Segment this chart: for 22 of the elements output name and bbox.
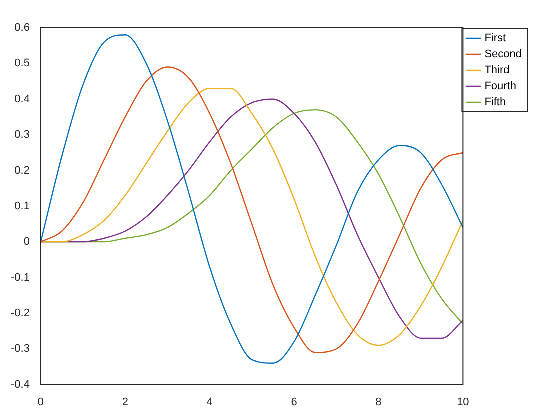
y-tick-label: 0 — [24, 236, 30, 248]
x-tick-label: 4 — [206, 396, 213, 408]
x-tick-label: 2 — [122, 396, 128, 408]
y-tick-label: -0.3 — [10, 343, 30, 356]
legend-label: Fifth — [484, 96, 506, 109]
legend-label: First — [484, 32, 506, 45]
legend-label: Third — [484, 64, 510, 77]
x-tick-label: 0 — [38, 396, 44, 408]
y-tick-label: 0.1 — [14, 200, 30, 212]
legend-label: Fourth — [484, 80, 516, 93]
x-tick-label: 6 — [291, 396, 298, 408]
legend-label: Second — [484, 48, 522, 61]
x-tick-label: 10 — [457, 396, 470, 408]
y-tick-label: -0.1 — [10, 272, 30, 284]
y-tick-label: 0.6 — [14, 22, 30, 34]
y-tick-label: 0.2 — [14, 164, 30, 177]
y-tick-label: -0.4 — [10, 378, 30, 391]
x-tick-label: 8 — [376, 396, 382, 408]
y-tick-label: -0.2 — [10, 307, 30, 320]
y-tick-label: 0.3 — [14, 129, 30, 142]
y-tick-label: 0.4 — [14, 93, 30, 106]
y-tick-label: 0.5 — [14, 58, 30, 70]
